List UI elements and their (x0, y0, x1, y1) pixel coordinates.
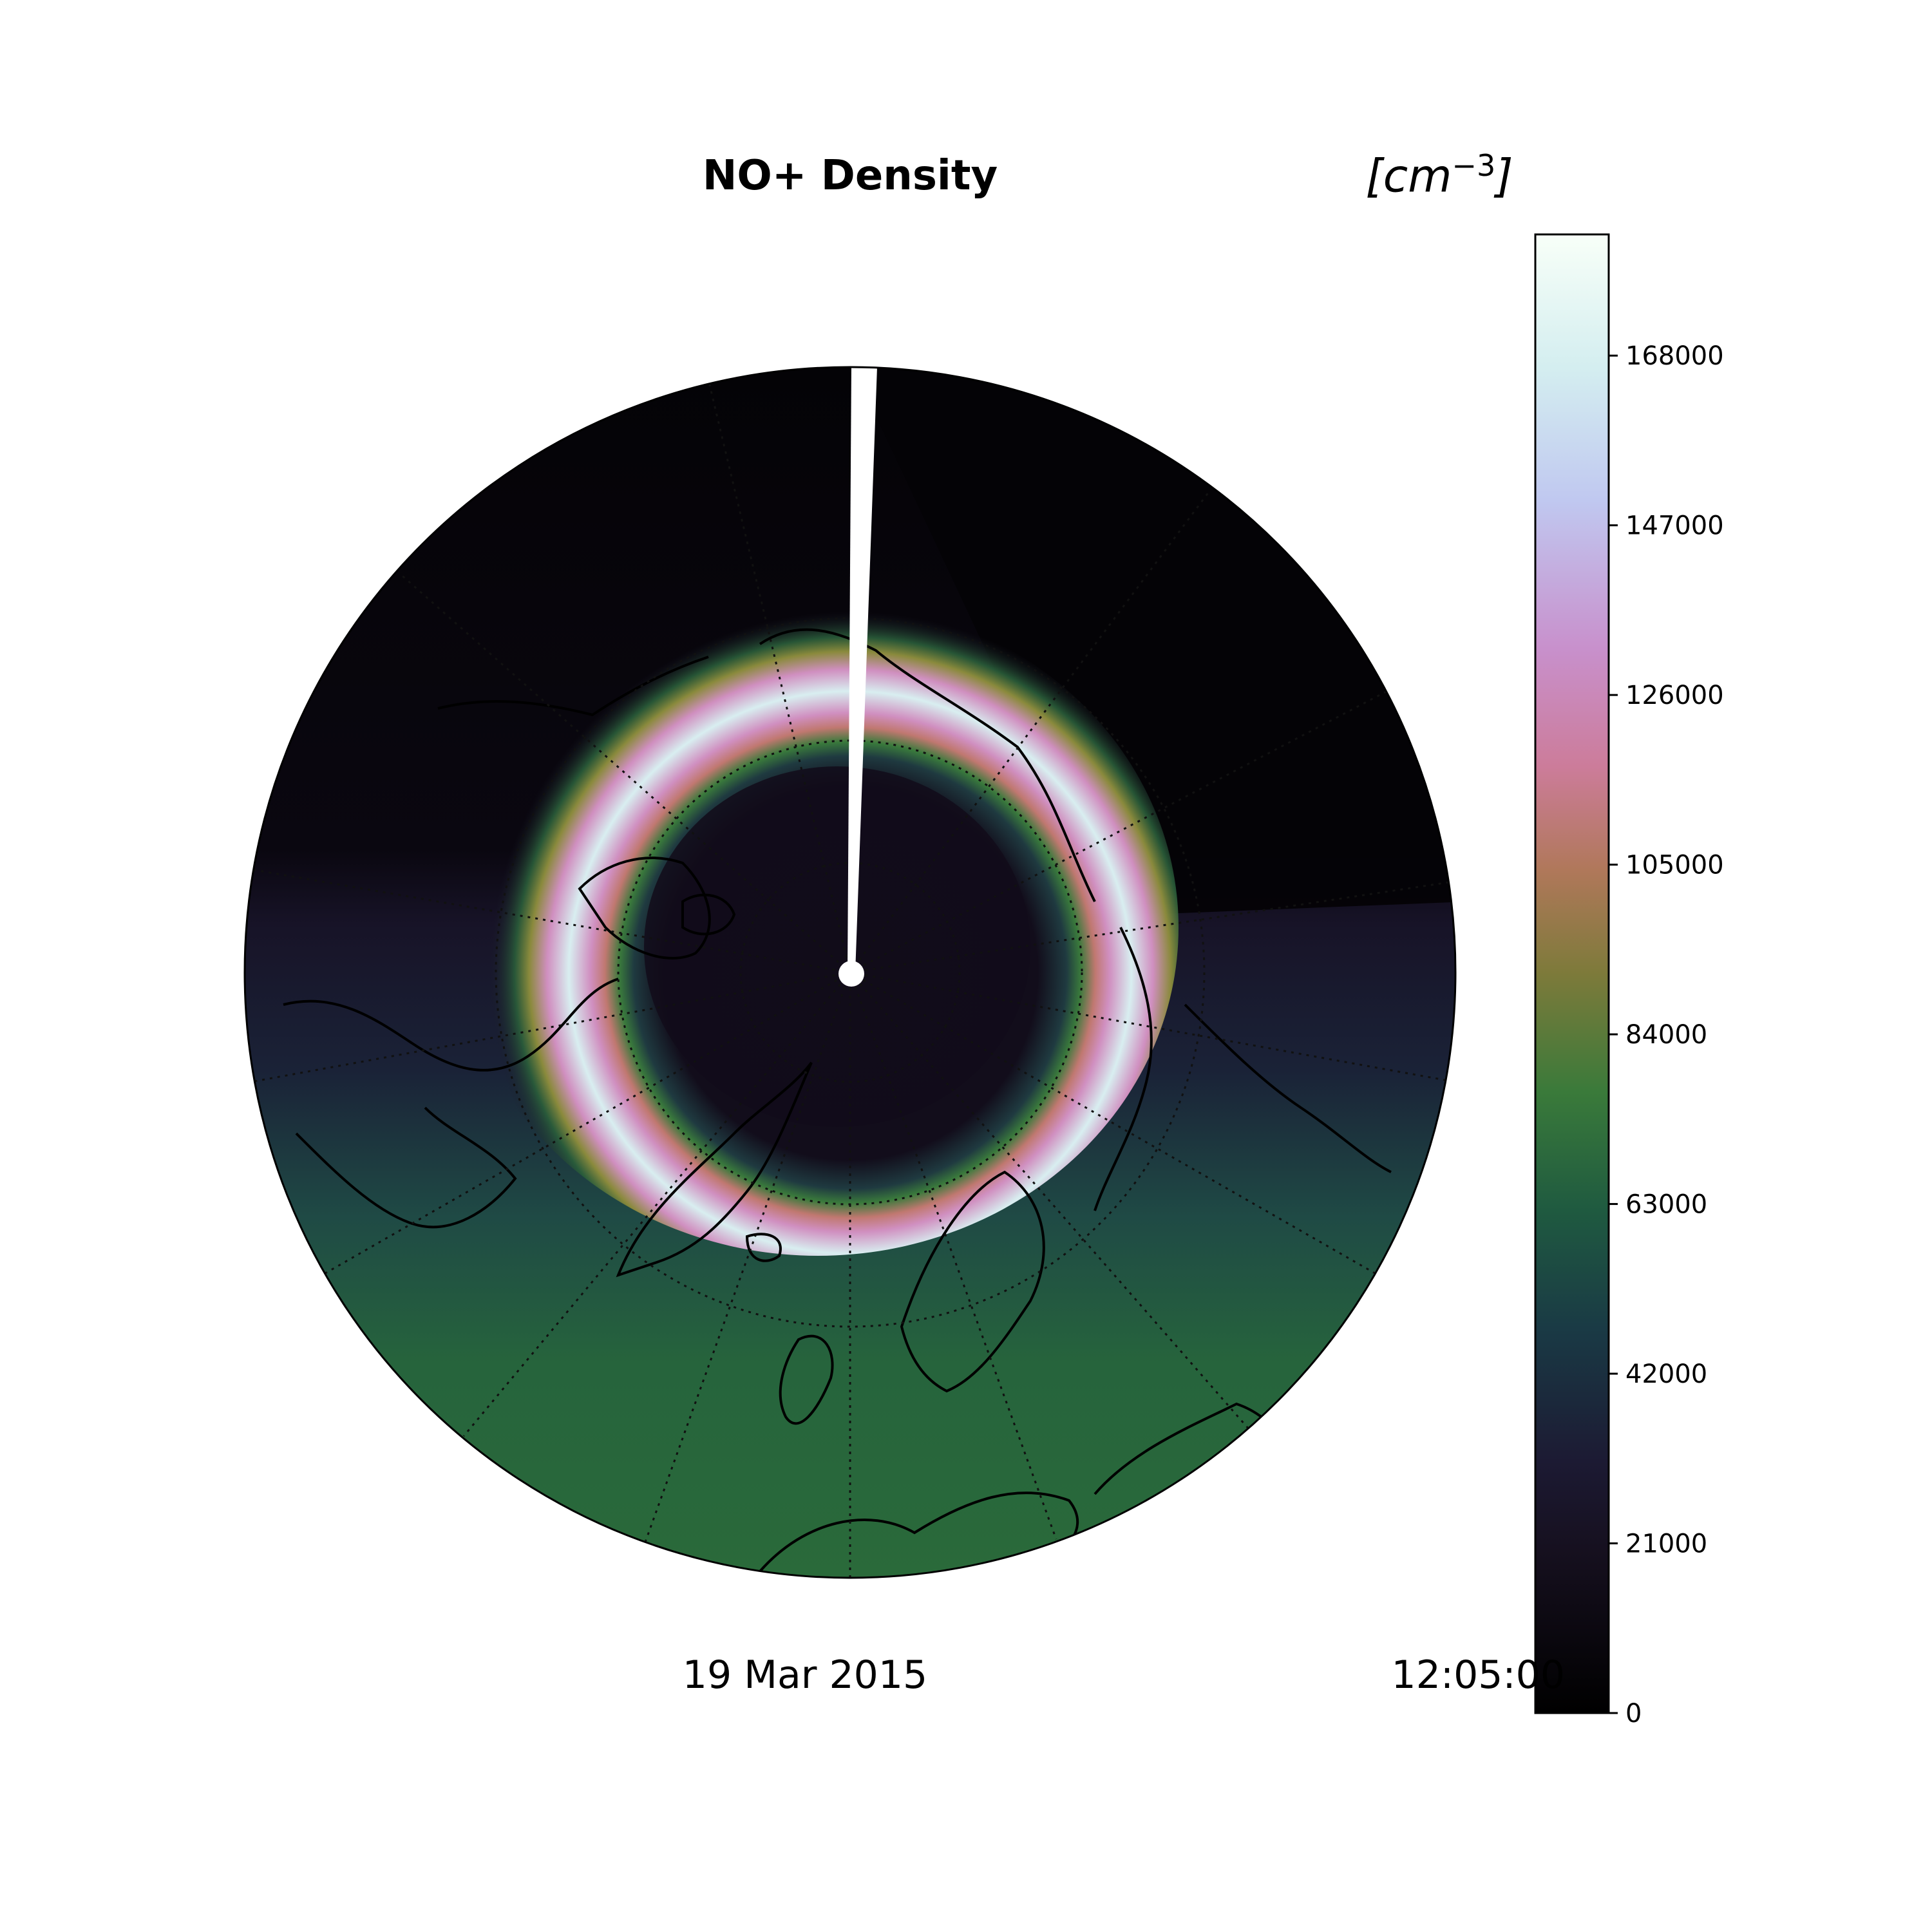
pole-marker (838, 961, 864, 987)
latitude-circle-60 (495, 617, 1206, 1328)
colorbar-tick-label: 105000 (1625, 851, 1724, 880)
meridian-160w (707, 379, 851, 973)
coastline-siberia-east (437, 656, 709, 717)
coastline-iceland (745, 1233, 782, 1262)
gridlines (251, 379, 1455, 1578)
coastline-britain (779, 1334, 834, 1425)
coastline-siberia (759, 628, 1096, 902)
meridian-40e (849, 972, 1251, 1430)
coastline-kazakhstan (1184, 1003, 1392, 1173)
map-disk (245, 367, 1455, 1578)
meridian-60w (462, 972, 851, 1437)
time-label: 12:05:00 (1391, 1653, 1565, 1698)
colorbar-ticks: 0 21000 42000 63000 84000 105000 126000 147000 1… (1609, 341, 1724, 1728)
meridian-20e (849, 972, 1057, 1540)
data-gap-wedge (848, 367, 877, 972)
coastline-greenland (616, 1061, 813, 1278)
colorbar-tick-label: 42000 (1625, 1359, 1707, 1389)
meridian-120w (251, 868, 851, 974)
chart-title: NO+ Density (702, 152, 998, 200)
map-boundary (243, 366, 1457, 1579)
units-base: [cm (1365, 149, 1452, 203)
meridian-120e (849, 688, 1392, 974)
meridian-140e (849, 489, 1212, 973)
units-close: ] (1495, 149, 1513, 203)
colorbar-gradient (1534, 233, 1610, 1714)
meridian-100w (251, 971, 851, 1083)
units-exponent: −3 (1452, 148, 1496, 183)
colorbar-tick-label: 84000 (1625, 1020, 1707, 1050)
colorbar-tick-label: 21000 (1625, 1530, 1707, 1559)
coastline-arctic-islands (578, 857, 711, 960)
colorbar-tick-label: 168000 (1625, 341, 1724, 371)
meridian-80w (321, 971, 851, 1276)
meridian-100e (849, 881, 1450, 974)
colorbar-tick-label: 0 (1625, 1699, 1642, 1728)
coastline-north-america (283, 978, 619, 1072)
colorbar-tick-label: 126000 (1625, 681, 1724, 710)
polar-cap (644, 766, 1030, 1127)
meridian-80e (849, 971, 1455, 1083)
coastline-hudson-bay (295, 1106, 517, 1229)
units-label: [cm−3] (1356, 148, 1523, 202)
date-label: 19 Mar 2015 (682, 1653, 928, 1698)
colorbar-tick-label: 63000 (1625, 1190, 1707, 1220)
coastline-russia-west (1094, 927, 1153, 1211)
coastline-scandinavia (900, 1170, 1045, 1393)
meridian-60e (849, 971, 1379, 1276)
coastline-islands-small (681, 893, 736, 936)
colorbar-tick-label: 147000 (1625, 511, 1724, 541)
meridian-40w (643, 972, 851, 1546)
